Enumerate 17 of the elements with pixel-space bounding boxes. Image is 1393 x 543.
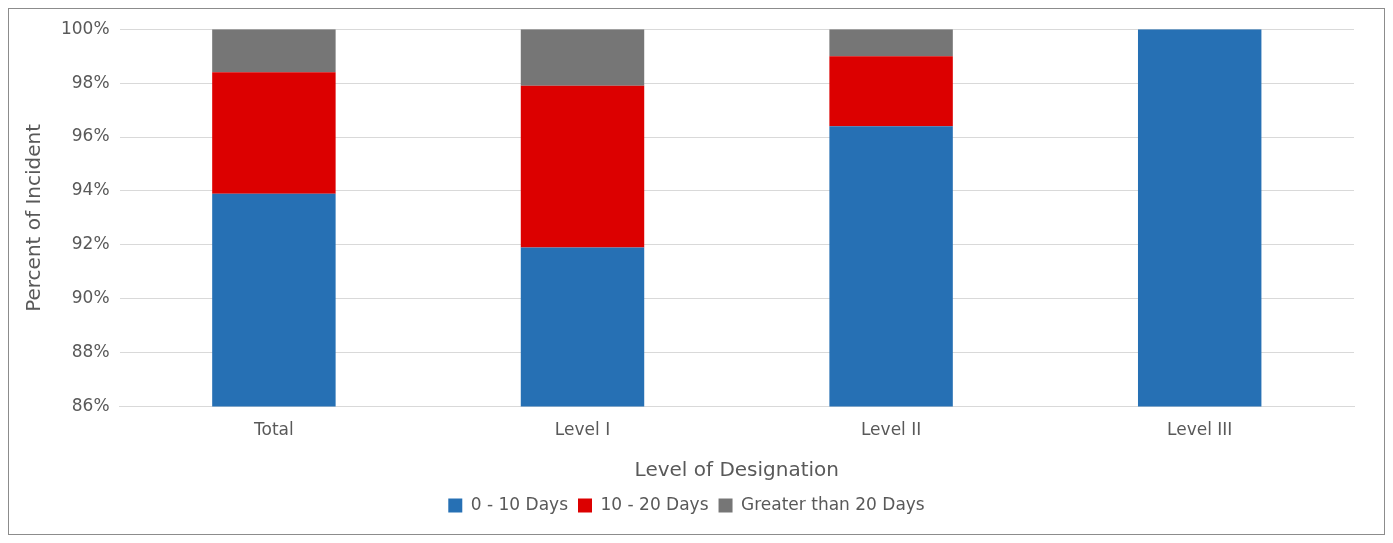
- x-tick-label: Level III: [1167, 419, 1233, 440]
- x-axis-title: Level of Designation: [634, 457, 839, 482]
- y-tick-label: 98%: [71, 71, 110, 92]
- x-tick-label: Level I: [554, 419, 611, 440]
- x-tick-label: Level II: [860, 419, 922, 440]
- y-tick-label: 88%: [71, 341, 110, 362]
- y-tick-label: 92%: [71, 233, 110, 254]
- y-tick-label: 94%: [71, 179, 110, 200]
- legend-label: Greater than 20 Days: [741, 493, 925, 514]
- y-axis-title: Percent of Incident: [21, 123, 46, 312]
- y-tick-label: 96%: [71, 125, 110, 146]
- legend-label: 0 - 10 Days: [470, 493, 569, 514]
- x-tick-label: Total: [253, 419, 294, 440]
- legend-label: 10 - 20 Days: [600, 493, 709, 514]
- y-tick-label: 90%: [71, 287, 110, 308]
- y-tick-label: 100%: [60, 17, 110, 38]
- y-tick-label: 86%: [71, 395, 110, 416]
